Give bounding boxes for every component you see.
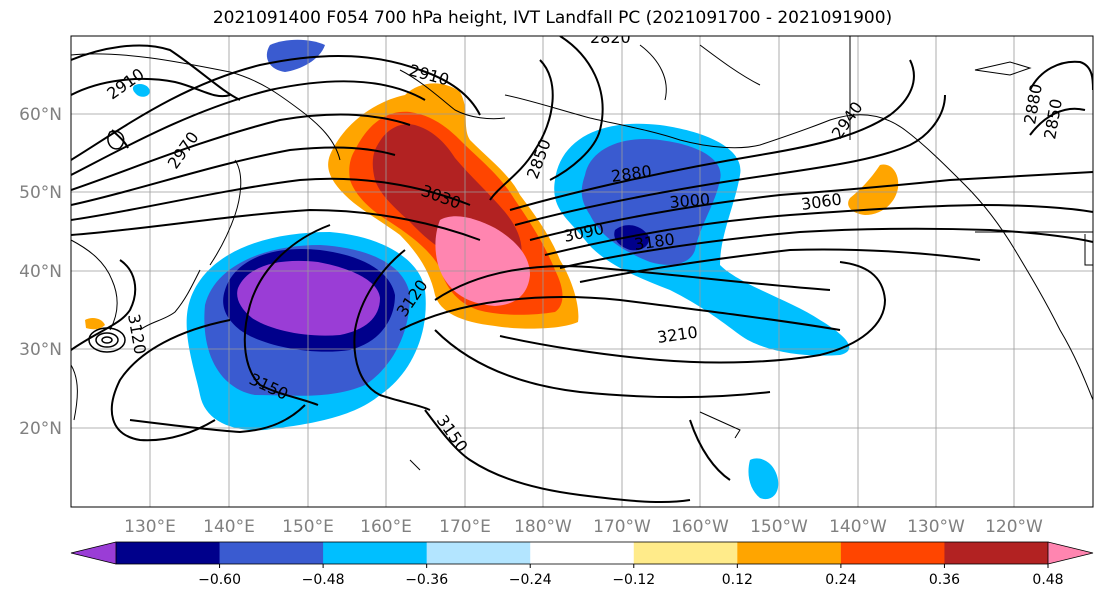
lon-tick-label: 140°E — [203, 517, 255, 537]
lon-tick-label: 170°W — [593, 517, 651, 537]
colorbar-segment — [944, 542, 1049, 564]
contour-label: 3000 — [669, 190, 711, 212]
lon-tick-label: 150°W — [750, 517, 808, 537]
lon-tick-label: 160°E — [360, 517, 412, 537]
lat-tick-label: 60°N — [19, 105, 62, 125]
colorbar-tick-label: −0.48 — [302, 572, 345, 588]
typhoon-contour-rings — [88, 130, 126, 353]
height-contours — [71, 36, 1093, 504]
lon-tick-label: 140°W — [829, 517, 887, 537]
colorbar-tick-label: −0.60 — [198, 572, 241, 588]
lon-tick-label: 120°W — [985, 517, 1043, 537]
lon-tick-label: 130°W — [907, 517, 965, 537]
colorbar-segment — [426, 542, 531, 564]
lat-tick-label: 20°N — [19, 419, 62, 439]
colorbar-tick-label: −0.12 — [612, 572, 655, 588]
colorbar-segment — [116, 542, 221, 564]
map-gridlines — [71, 36, 1093, 507]
lon-tick-label: 180°W — [514, 517, 572, 537]
colorbar-tick-label: 0.36 — [929, 572, 960, 588]
coastlines — [71, 36, 1093, 471]
colorbar-segment — [219, 542, 324, 564]
map-title: 2021091400 F054 700 hPa height, IVT Land… — [212, 8, 893, 28]
colorbar-segment — [737, 542, 842, 564]
colorbar-segment — [633, 542, 738, 564]
colorbar-extend-max — [1048, 542, 1093, 564]
colorbar-extend-min — [71, 542, 116, 564]
plot-frame — [70, 35, 1094, 508]
latitude-axis: 60°N 50°N 40°N 30°N 20°N — [19, 105, 62, 439]
colorbar-segment — [323, 542, 428, 564]
ivt-negative-shading — [132, 39, 850, 500]
longitude-axis: 130°E 140°E 150°E 160°E 170°E 180°W 170°… — [124, 517, 1043, 537]
lat-tick-label: 50°N — [19, 183, 62, 203]
lon-tick-label: 150°E — [282, 517, 334, 537]
colorbar: −0.60 −0.48 −0.36 −0.24 −0.12 0.12 0.24 0.36 0.4… — [70, 541, 1094, 588]
lat-tick-label: 30°N — [19, 340, 62, 360]
colorbar-tick-label: 0.24 — [825, 572, 856, 588]
lon-tick-label: 160°W — [671, 517, 729, 537]
colorbar-tick-label: −0.36 — [405, 572, 448, 588]
colorbar-tick-label: −0.24 — [509, 572, 552, 588]
ivt-positive-shading — [85, 83, 899, 330]
colorbar-segment — [840, 542, 945, 564]
colorbar-tick-label: 0.48 — [1032, 572, 1063, 588]
colorbar-tick-label: 0.12 — [722, 572, 753, 588]
lon-tick-label: 170°E — [439, 517, 491, 537]
colorbar-segment — [530, 542, 635, 564]
lon-tick-label: 130°E — [124, 517, 176, 537]
contour-label: 2820 — [590, 28, 631, 47]
lat-tick-label: 40°N — [19, 262, 62, 282]
